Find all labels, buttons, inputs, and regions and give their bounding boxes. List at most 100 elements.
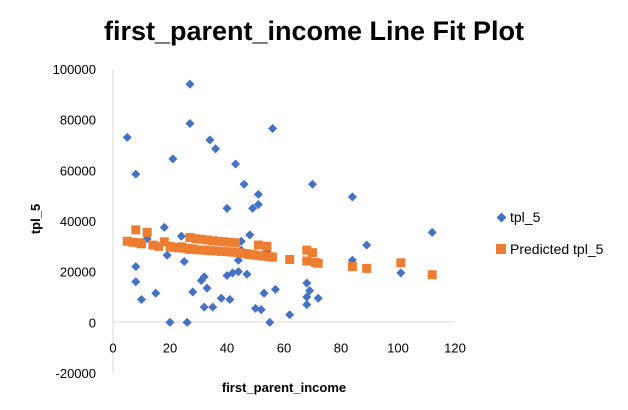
data-point-square — [396, 258, 406, 268]
data-point-diamond — [427, 227, 437, 237]
data-point-diamond — [362, 240, 372, 250]
y-tick-label: 40000 — [60, 214, 96, 229]
data-point-diamond — [307, 179, 318, 189]
x-axis-tick-labels: 0 20 40 60 80 100 120 — [109, 340, 465, 355]
chart-title: first_parent_income Line Fit Plot — [104, 16, 524, 46]
data-point-square — [219, 237, 229, 247]
data-point-diamond — [259, 288, 269, 298]
series-tpl-5 — [122, 79, 437, 327]
data-point-diamond — [168, 154, 178, 164]
data-point-square — [159, 237, 169, 247]
data-point-diamond — [208, 302, 218, 312]
data-point-square — [228, 247, 238, 257]
data-point-diamond — [199, 272, 209, 282]
x-tick-label: 40 — [220, 340, 234, 355]
x-tick-label: 0 — [109, 340, 116, 355]
data-point-diamond — [396, 268, 406, 278]
y-tick-label: 20000 — [60, 265, 96, 280]
data-point-diamond — [302, 278, 312, 288]
data-point-square — [362, 263, 372, 273]
data-point-square — [185, 232, 195, 242]
legend-item-tpl-5: tpl_5 — [496, 209, 541, 225]
data-point-square — [225, 237, 235, 247]
data-point-square — [347, 262, 357, 272]
legend-label-predicted-tpl-5: Predicted tpl_5 — [510, 241, 604, 257]
data-point-diamond — [302, 300, 312, 310]
data-point-diamond — [131, 169, 141, 179]
legend-label-tpl-5: tpl_5 — [510, 209, 541, 225]
data-point-diamond — [185, 118, 195, 128]
data-point-square — [205, 246, 215, 256]
data-point-diamond — [211, 144, 221, 154]
data-point-diamond — [242, 269, 252, 279]
data-point-diamond — [202, 283, 212, 293]
data-point-diamond — [233, 255, 243, 265]
data-point-square — [262, 241, 272, 251]
data-point-diamond — [188, 287, 198, 297]
data-point-square — [168, 242, 178, 252]
data-point-square — [128, 237, 138, 247]
data-point-diamond — [136, 295, 147, 305]
x-tick-label: 60 — [277, 340, 291, 355]
legend: tpl_5 Predicted tpl_5 — [496, 209, 604, 257]
data-point-diamond — [131, 277, 141, 287]
data-point-diamond — [151, 288, 161, 298]
data-point-square — [302, 256, 312, 266]
data-point-square — [208, 236, 218, 246]
data-point-square — [188, 244, 198, 254]
data-point-diamond — [159, 222, 169, 232]
data-point-diamond — [165, 317, 175, 327]
data-point-square — [222, 247, 232, 257]
series-predicted-tpl-5 — [122, 225, 437, 280]
x-axis-label: first_parent_income — [222, 380, 346, 395]
data-point-square — [231, 238, 241, 248]
data-point-diamond — [253, 189, 263, 199]
data-point-diamond — [122, 132, 132, 142]
data-point-square — [191, 234, 201, 244]
data-point-square — [137, 239, 146, 249]
x-tick-label: 80 — [334, 340, 348, 355]
data-point-diamond — [205, 135, 215, 145]
y-tick-label: 0 — [89, 315, 96, 330]
data-point-square — [253, 240, 263, 250]
legend-marker-square — [496, 244, 506, 254]
data-point-diamond — [270, 284, 280, 294]
data-point-square — [213, 236, 223, 246]
data-point-square — [194, 245, 203, 255]
data-point-square — [142, 227, 152, 237]
legend-marker-diamond — [496, 212, 507, 223]
data-point-square — [211, 246, 221, 256]
data-point-square — [202, 235, 212, 245]
data-point-diamond — [313, 293, 323, 303]
data-point-square — [199, 245, 209, 255]
data-point-diamond — [225, 295, 235, 305]
data-point-diamond — [176, 231, 186, 241]
data-point-square — [196, 234, 206, 244]
data-point-diamond — [222, 203, 232, 213]
y-tick-label: 100000 — [53, 62, 96, 77]
data-point-square — [131, 225, 141, 235]
x-tick-label: 120 — [444, 340, 466, 355]
data-point-square — [285, 255, 295, 265]
data-point-diamond — [248, 203, 258, 213]
data-point-diamond — [268, 124, 278, 134]
y-axis-tick-labels: -20000 0 20000 40000 60000 80000 100000 — [53, 62, 96, 381]
data-point-diamond — [347, 192, 357, 202]
data-point-diamond — [231, 159, 241, 169]
data-point-square — [148, 240, 158, 250]
data-point-diamond — [265, 317, 275, 327]
data-point-square — [251, 250, 260, 260]
y-tick-label: 80000 — [60, 113, 96, 128]
data-point-diamond — [285, 310, 295, 320]
data-point-square — [268, 252, 278, 262]
data-point-diamond — [199, 302, 209, 312]
y-tick-label: -20000 — [56, 366, 96, 381]
x-tick-label: 20 — [163, 340, 177, 355]
data-point-diamond — [182, 317, 192, 327]
data-point-square — [154, 241, 164, 251]
data-point-square — [308, 248, 317, 258]
data-point-square — [259, 251, 269, 261]
data-point-diamond — [233, 267, 243, 277]
data-point-diamond — [179, 257, 189, 267]
data-point-diamond — [239, 179, 249, 189]
